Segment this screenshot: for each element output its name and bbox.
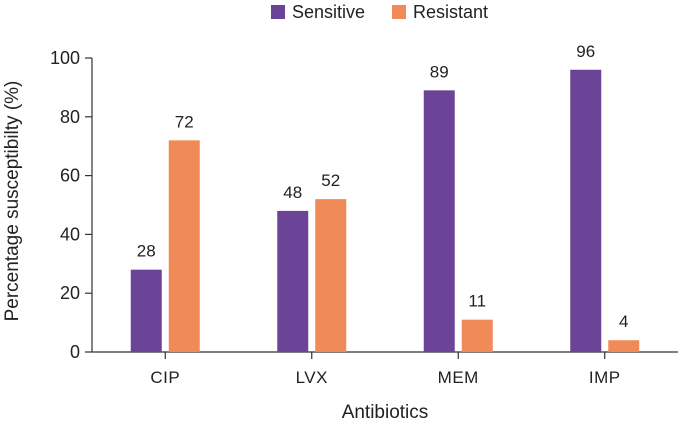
y-axis-title: Percentage susceptibilty (%): [2, 81, 23, 322]
y-axis: 0 20 40 60 80 100: [50, 48, 93, 362]
bar-resistant-mem: [461, 319, 493, 352]
x-axis: CIP LVX MEM IMP: [92, 351, 678, 387]
y-tick-label: 60: [60, 166, 80, 186]
y-tick-label: 0: [70, 342, 80, 362]
bar-sensitive-lvx: [277, 210, 309, 352]
legend-label-resistant: Resistant: [413, 2, 488, 22]
y-tick-label: 40: [60, 224, 80, 244]
data-label-resistant-cip: 72: [175, 112, 194, 131]
bar-resistant-lvx: [315, 199, 347, 352]
data-labels: 28 72 48 52 89 11 96 4: [137, 42, 629, 331]
x-tick-label: IMP: [589, 368, 621, 387]
data-label-resistant-lvx: 52: [321, 171, 340, 190]
data-label-sensitive-imp: 96: [576, 42, 595, 61]
bar-sensitive-mem: [423, 90, 455, 352]
bar-sensitive-cip: [130, 269, 162, 352]
y-tick-label: 20: [60, 283, 80, 303]
bar-sensitive-imp: [570, 69, 602, 352]
data-label-resistant-mem: 11: [468, 292, 486, 311]
data-label-sensitive-lvx: 48: [283, 183, 302, 202]
x-tick-label: LVX: [296, 368, 328, 387]
x-axis-title: Antibiotics: [342, 402, 429, 423]
legend-swatch-resistant: [392, 5, 406, 19]
y-tick-label: 100: [50, 48, 80, 68]
bars: [130, 69, 640, 352]
legend-label-sensitive: Sensitive: [292, 2, 365, 22]
bar-resistant-cip: [168, 140, 200, 352]
data-label-sensitive-mem: 89: [430, 62, 449, 81]
x-tick-label: MEM: [438, 368, 479, 387]
data-label-resistant-imp: 4: [619, 312, 628, 331]
bar-resistant-imp: [608, 340, 640, 352]
legend-swatch-sensitive: [271, 5, 285, 19]
x-tick-label: CIP: [150, 368, 180, 387]
legend: Sensitive Resistant: [271, 2, 488, 22]
data-label-sensitive-cip: 28: [137, 242, 156, 261]
y-tick-label: 80: [60, 107, 80, 127]
